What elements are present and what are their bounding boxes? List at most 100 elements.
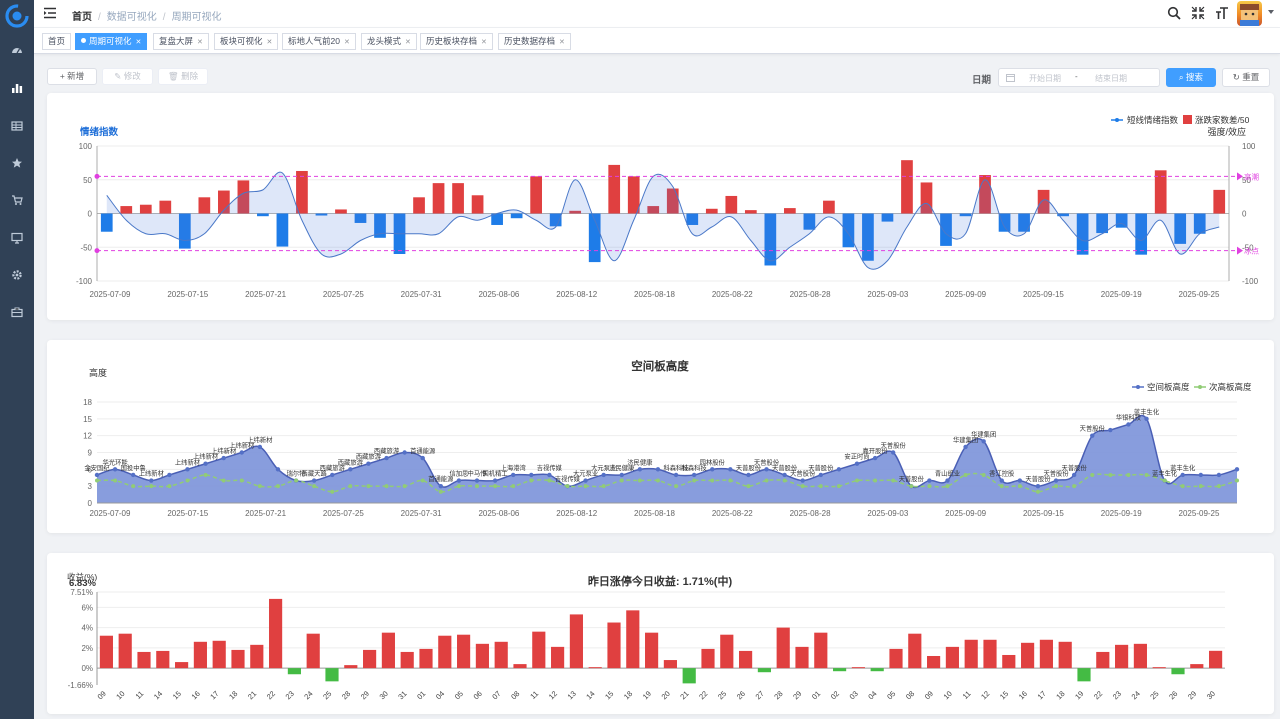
close-icon[interactable]: ✕ [266,39,273,46]
bar [588,213,601,263]
start-date-input[interactable]: 开始日期 [1029,74,1061,83]
second-point [95,478,99,483]
x-tick-label: 16 [190,689,202,701]
bar [927,655,941,669]
x-tick-label: 2025-09-25 [1179,509,1220,518]
bar [381,632,395,669]
chevron-down-icon[interactable] [1268,10,1274,14]
y-tick-label: 3 [88,482,93,491]
breadcrumb-data-vis[interactable]: 数据可视化 [106,12,157,23]
x-tick-label: 16 [1017,689,1029,701]
legend-dot-height [1136,385,1140,389]
point-label: 香江控股 [989,469,1015,478]
delete-button[interactable]: 🗑 删除 [158,68,208,85]
height-point [438,483,444,489]
height-point [836,467,842,472]
height-point [601,472,606,478]
markline-low-label: 冰点 [1244,246,1260,256]
point-label: 天普股份 [1080,424,1106,433]
x-tick-label: 21 [246,689,258,701]
height-point [782,472,787,478]
navbar-right [1160,0,1280,28]
y-tick-label: 2% [81,644,93,653]
table-icon[interactable] [9,118,25,134]
height-point [1017,478,1023,483]
close-icon[interactable]: ✕ [559,39,565,46]
x-tick-label: 2025-07-31 [401,290,442,299]
briefcase-icon[interactable] [9,304,25,320]
star-icon[interactable] [9,155,25,171]
close-icon[interactable]: ✕ [343,39,350,46]
avatar[interactable] [1237,1,1262,26]
search-button[interactable]: ⌕ 搜索 [1166,68,1216,87]
hamburger-icon[interactable] [43,7,57,19]
x-tick-label: 18 [1054,689,1066,701]
second-point [257,484,262,489]
second-point [113,478,118,483]
x-tick-label: 2025-08-06 [478,290,519,299]
bar [983,639,997,669]
y-tick-label: 12 [83,432,92,441]
height-point [366,461,371,466]
bar [1039,639,1053,669]
x-tick-label: 14 [584,689,596,701]
point-label: 上纬新材 [229,441,255,450]
bar [374,213,386,238]
tab-review-screen[interactable]: 复盘大屏 ✕ [153,33,209,50]
height-point [583,478,588,483]
date-range-picker[interactable]: 开始日期 - 结束日期 [998,68,1160,87]
tab-data-archive[interactable]: 历史数据存档 ✕ [498,33,571,50]
bar [510,213,523,219]
x-tick-label: 2025-07-21 [245,290,286,299]
point-label: 中马传 [468,469,487,478]
height-point [619,472,624,478]
bar [588,667,602,669]
bar [269,598,283,669]
legend-dot-second [1198,385,1202,389]
tab-leader-mode[interactable]: 龙头模式 ✕ [361,33,417,50]
bar [720,634,734,669]
bar [1154,170,1167,214]
point-label: 华建集团 [953,435,978,444]
bar-chart-icon[interactable] [9,80,25,96]
fullscreen-exit-icon[interactable] [1191,6,1205,20]
second-point [1162,478,1167,483]
close-icon[interactable]: ✕ [405,39,411,46]
x-tick-label: 25 [1148,689,1160,701]
x-tick-label: 18 [622,689,634,701]
point-label: 首通能源 [428,474,454,483]
close-icon[interactable]: ✕ [197,39,203,46]
height-point [185,467,190,472]
monitor-icon[interactable] [9,230,25,246]
tab-top20[interactable]: 标地人气前20 ✕ [282,33,356,50]
gear-icon[interactable] [9,267,25,283]
tab-cycle-vis[interactable]: 周期可视化 ✕ [75,33,148,50]
point-label: 天普股份 [808,463,834,472]
edit-button[interactable]: ✎ 修改 [102,68,153,85]
bar [193,641,207,669]
x-tick-label: 2025-08-22 [712,290,753,299]
x-tick-label: 2025-08-28 [790,290,831,299]
tab-sector-archive[interactable]: 历史板块存档 ✕ [420,33,493,50]
add-button[interactable]: + 新增 [47,68,97,85]
height-point [203,461,208,466]
font-size-icon[interactable] [1215,6,1229,20]
app-logo-icon[interactable] [5,4,29,28]
tab-home[interactable]: 首页 [42,33,72,50]
x-tick-label: 28 [772,689,784,701]
search-icon[interactable] [1167,6,1181,20]
dashboard-icon[interactable] [9,42,25,58]
second-point [873,478,878,483]
tab-sector-vis[interactable]: 板块可视化 ✕ [214,33,279,50]
bar [569,614,583,669]
breadcrumb-home[interactable]: 首页 [72,12,92,23]
reset-button[interactable]: ↻ 重置 [1222,68,1270,87]
cart-icon[interactable] [9,192,25,208]
x-tick-label: 04 [866,689,878,701]
close-icon[interactable]: ✕ [135,39,142,46]
bar [432,183,445,214]
y-right-tick-label: 0 [1242,210,1247,219]
bar [979,175,991,214]
end-date-input[interactable]: 结束日期 [1095,74,1127,83]
close-icon[interactable]: ✕ [481,39,487,46]
